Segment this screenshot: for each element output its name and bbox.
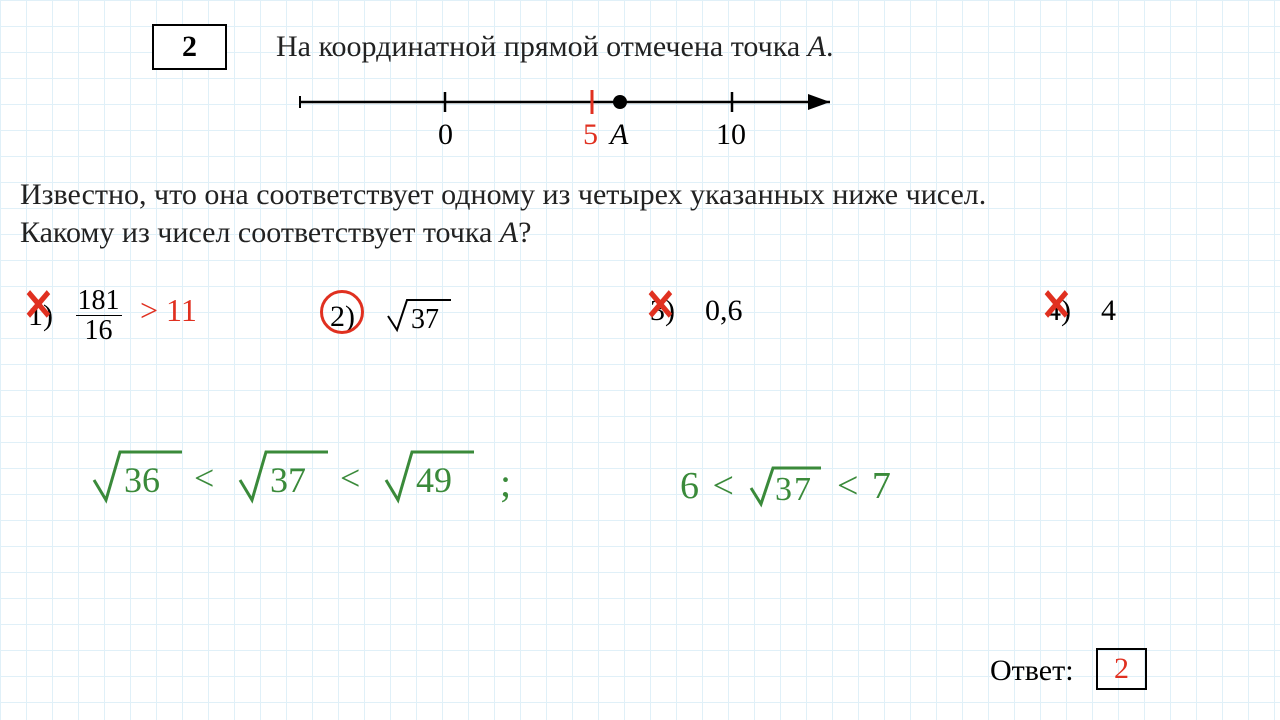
svg-text:;: ; bbox=[500, 460, 511, 505]
option-2-circle bbox=[320, 290, 364, 334]
problem-text-1: На координатной прямой отмечена точка A. bbox=[276, 30, 834, 64]
svg-text:A: A bbox=[608, 118, 629, 151]
svg-text:37: 37 bbox=[775, 471, 813, 508]
option-1-annotation: > 11 bbox=[140, 292, 197, 329]
problem-number-box: 2 bbox=[152, 24, 227, 70]
problem-text-2: Известно, что она соответствует одному и… bbox=[20, 178, 986, 212]
svg-text:0: 0 bbox=[438, 118, 453, 151]
work-inequality-2: 6 < 37 < 7 bbox=[680, 462, 893, 510]
problem-number: 2 bbox=[182, 30, 197, 63]
svg-text:<: < bbox=[194, 458, 214, 498]
option-1-fraction: 181 16 bbox=[76, 286, 122, 346]
svg-text:49: 49 bbox=[416, 460, 452, 500]
option-3-cross: ✕ bbox=[645, 280, 676, 331]
answer-label: Ответ: bbox=[990, 654, 1074, 688]
svg-text:5: 5 bbox=[583, 118, 598, 151]
work-inequality-1: 36 < 37 < 49 ; bbox=[90, 440, 610, 520]
problem-text-3: Какому из чисел соответствует точка A? bbox=[20, 216, 531, 250]
option-2-sqrt-icon: 37 bbox=[385, 294, 455, 336]
svg-text:<: < bbox=[340, 458, 360, 498]
answer-box: 2 bbox=[1096, 648, 1147, 690]
svg-text:10: 10 bbox=[716, 118, 746, 151]
answer-value: 2 bbox=[1114, 652, 1129, 685]
svg-text:36: 36 bbox=[124, 460, 160, 500]
svg-text:37: 37 bbox=[411, 304, 439, 335]
svg-text:37: 37 bbox=[270, 460, 306, 500]
sqrt-icon: 37 bbox=[747, 462, 825, 510]
option-4-cross: ✕ bbox=[1041, 280, 1072, 331]
number-line: 0 5 A 10 bbox=[290, 78, 890, 168]
option-1-cross: ✕ bbox=[23, 280, 54, 331]
